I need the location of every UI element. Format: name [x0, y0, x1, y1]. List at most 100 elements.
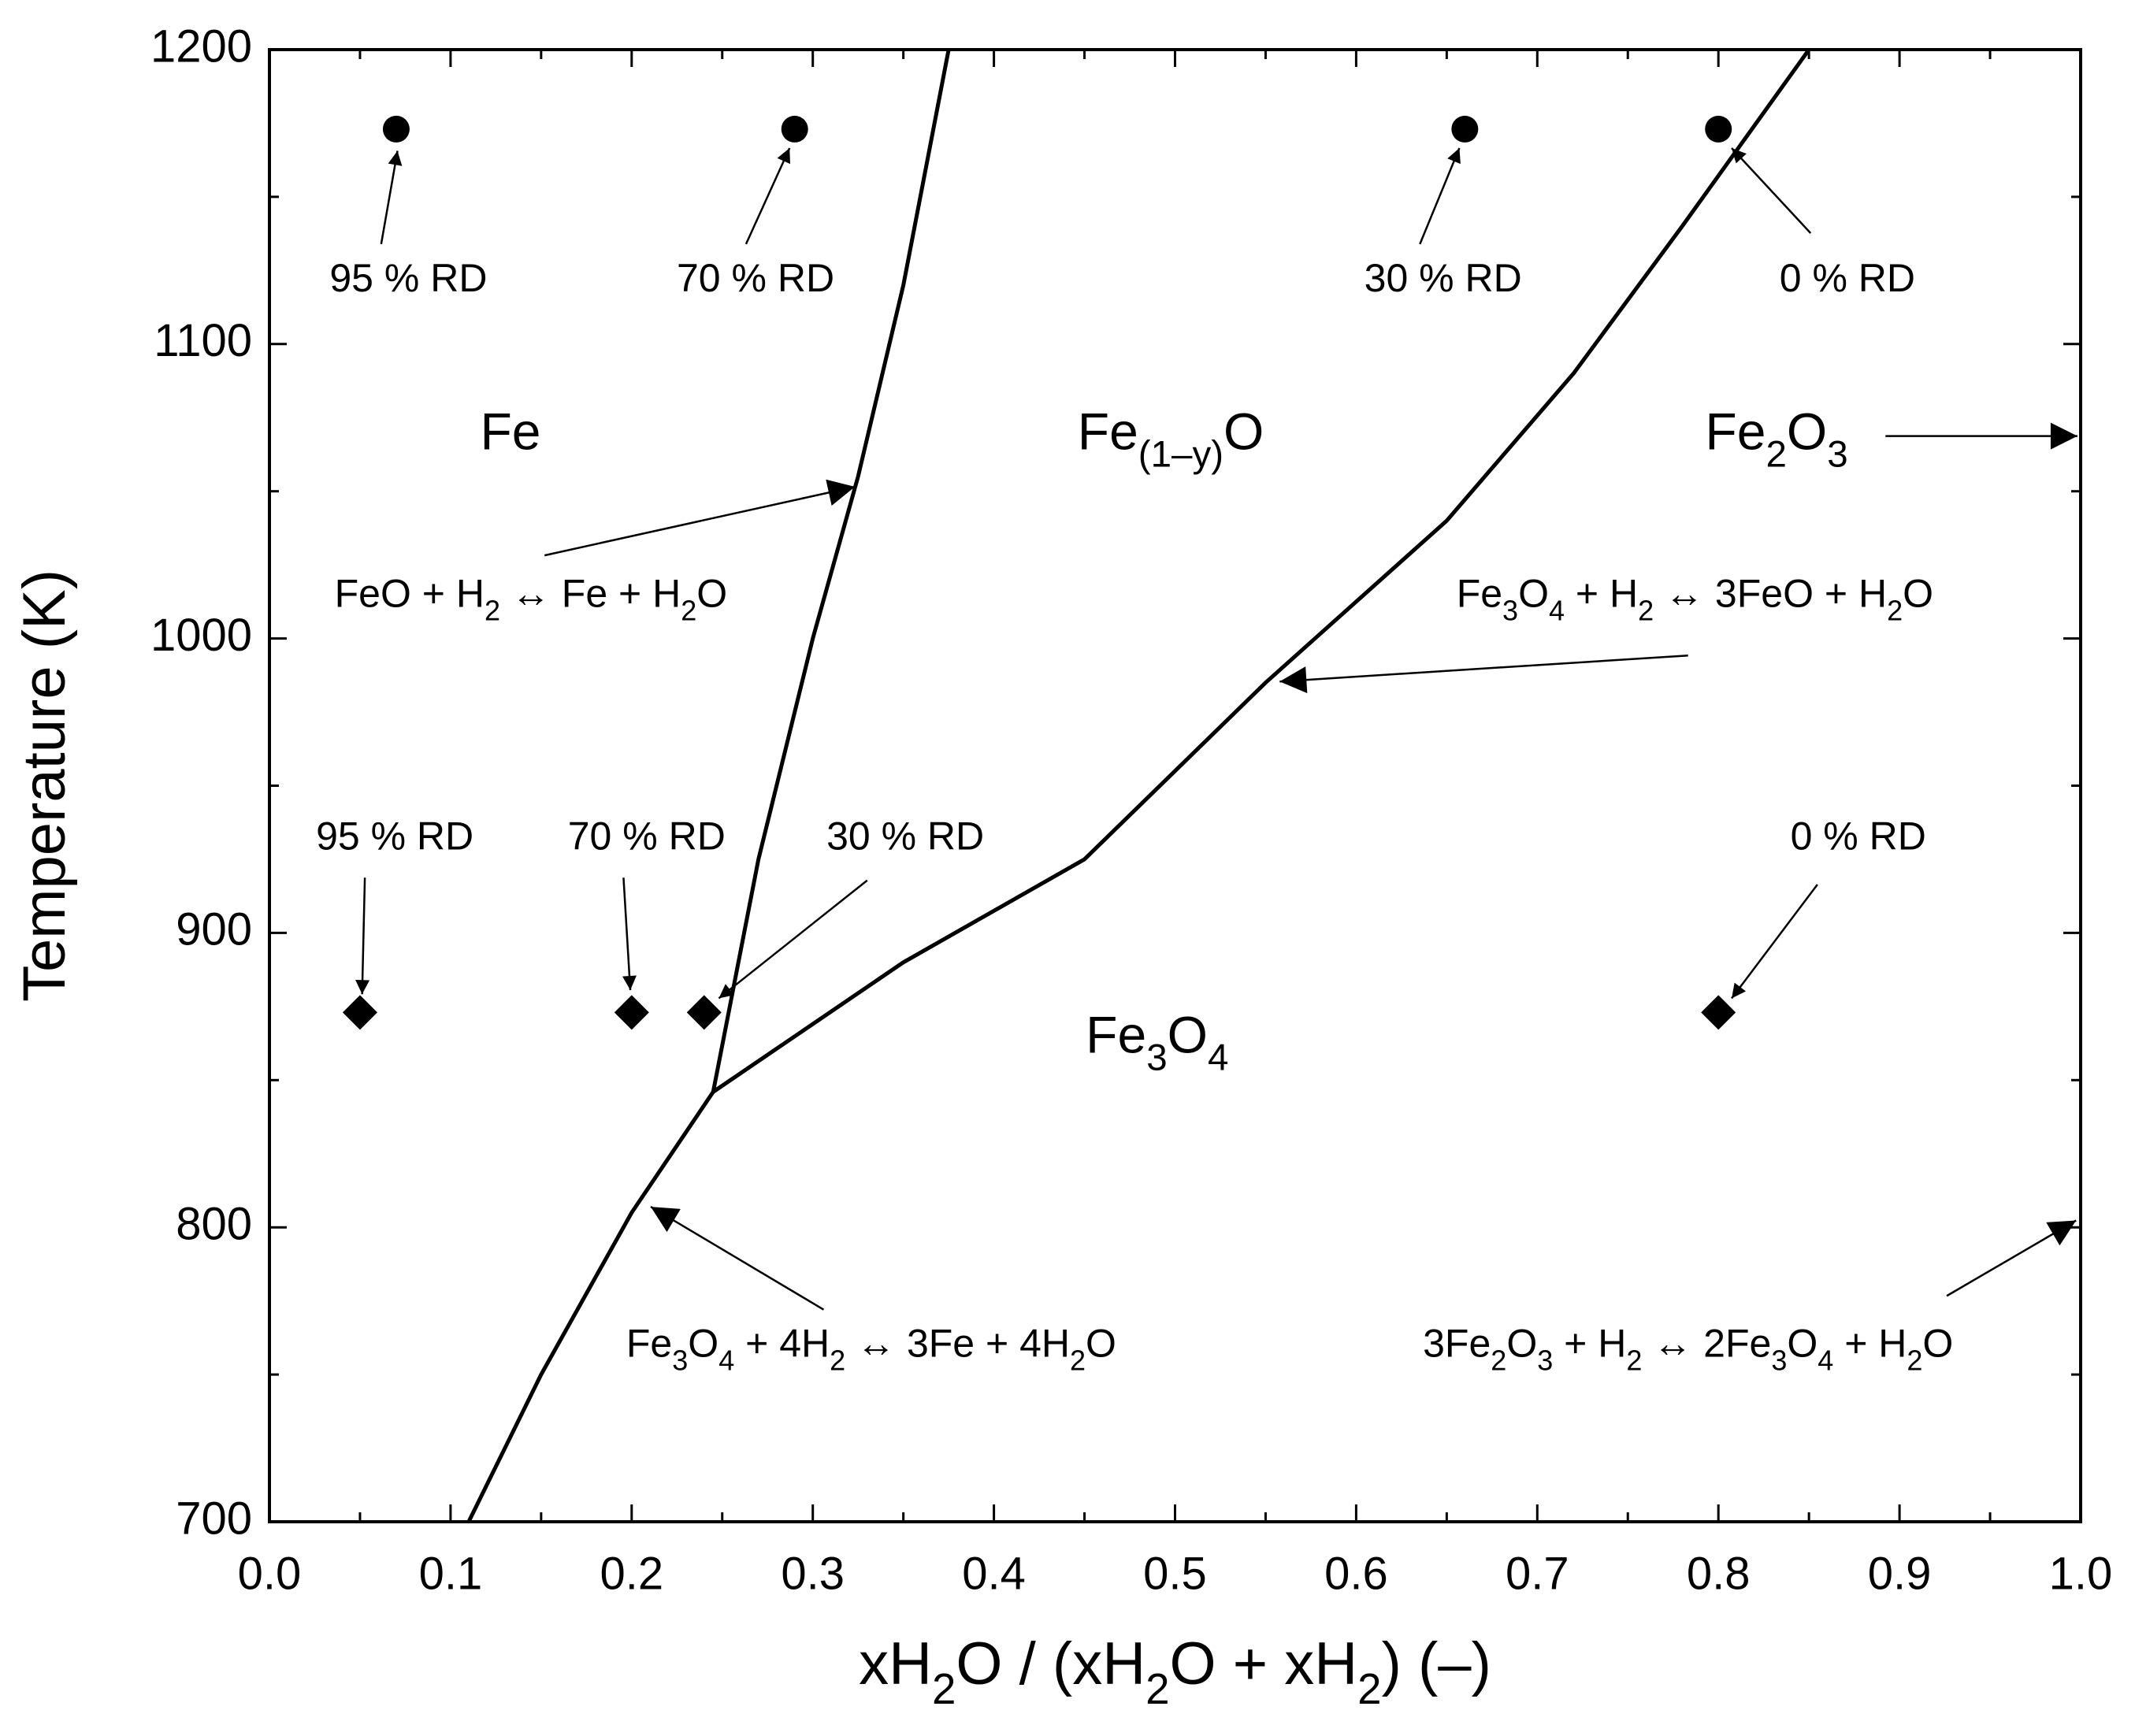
text-part: ) (–) [1382, 1630, 1491, 1697]
text-part: + H [1565, 572, 1638, 616]
annotation-arrow [650, 1206, 825, 1311]
annotation: 3Fe2O3 + H2 ↔ 2Fe3O4 + H2O [1423, 1322, 1953, 1377]
text-part: O [1518, 572, 1549, 616]
label-arrow [355, 877, 370, 995]
data-point [382, 115, 410, 143]
x-axis-title: xH2O / (xH2O + xH2) (–) [859, 1630, 1491, 1713]
data-point [1451, 115, 1479, 143]
text-part: 3 [1146, 1037, 1167, 1079]
y-tick-label: 700 [176, 1493, 252, 1544]
annotation: Fe(1–y)O [1078, 402, 1264, 476]
text-part: O [688, 1322, 718, 1366]
text-part: xH [859, 1630, 932, 1697]
point-label: 70 % RD [677, 256, 834, 300]
text-part: Fe [480, 402, 540, 461]
annotation: Fe3O4 + 4H2 ↔ 3Fe + 4H2O [626, 1322, 1116, 1377]
y-axis-title: Temperature (K) [11, 569, 78, 1002]
text-part: 2 [1887, 594, 1903, 626]
text-part: 4 [718, 1345, 734, 1377]
phase-boundary [711, 49, 951, 1092]
text-part: O + xH [1170, 1630, 1358, 1697]
x-tick-label: 0.5 [1143, 1548, 1207, 1599]
y-tick-label: 1200 [150, 20, 252, 72]
text-part: ↔ 2Fe [1642, 1322, 1771, 1366]
text-part: + 4H [734, 1322, 830, 1366]
data-point [1701, 995, 1736, 1030]
phase-boundary [466, 1090, 715, 1523]
text-part: 3 [1771, 1345, 1787, 1377]
text-part: O [1787, 1322, 1818, 1366]
text-part: 2 [485, 594, 500, 626]
annotation: Fe3O4 + H2 ↔ 3FeO + H2O [1457, 572, 1933, 627]
y-tick-label: 900 [176, 904, 252, 955]
text-part: 3 [1537, 1345, 1553, 1377]
annotation-arrow [1946, 1219, 2077, 1297]
text-part: Fe [1078, 402, 1138, 461]
x-tick-label: 0.6 [1324, 1548, 1388, 1599]
x-tick-label: 0.9 [1868, 1548, 1932, 1599]
label-arrow [1731, 147, 1812, 234]
text-part: Fe [1086, 1006, 1146, 1064]
text-part: ↔ 3FeO + H [1654, 572, 1887, 616]
text-part: O [1086, 1322, 1116, 1366]
text-part: 3Fe [1423, 1322, 1491, 1366]
text-part: 4 [1818, 1345, 1833, 1377]
label-arrow [718, 879, 868, 1000]
x-tick-label: 0.0 [238, 1548, 302, 1599]
text-part: Fe [1705, 402, 1766, 461]
x-tick-label: 0.1 [419, 1548, 483, 1599]
annotation-arrow [1279, 654, 1688, 694]
text-part: 2 [1357, 1664, 1381, 1713]
point-label: 70 % RD [568, 814, 726, 859]
label-arrow [1419, 147, 1461, 245]
text-part: O [1223, 402, 1264, 461]
text-part: 3 [1502, 594, 1518, 626]
text-part: (1–y) [1138, 434, 1223, 476]
annotation: Fe3O4 [1086, 1006, 1228, 1079]
text-part: 2 [1145, 1664, 1169, 1713]
text-part: 2 [1638, 594, 1654, 626]
text-part: O [1922, 1322, 1953, 1366]
text-part: 4 [1208, 1037, 1228, 1079]
text-part: 2 [1626, 1345, 1642, 1377]
label-arrow [744, 147, 791, 245]
text-part: 2 [1907, 1345, 1922, 1377]
data-point [686, 995, 722, 1030]
data-point [614, 995, 649, 1030]
data-point [781, 115, 808, 143]
data-point [1705, 115, 1732, 143]
label-arrow [380, 150, 403, 245]
label-arrow [622, 877, 637, 991]
text-part: 2 [681, 594, 696, 626]
text-part: O [1787, 402, 1827, 461]
text-part: O [1903, 572, 1933, 616]
text-part: O [696, 572, 727, 616]
text-part: 2 [932, 1664, 956, 1713]
text-part: 2 [1491, 1345, 1506, 1377]
annotation: Fe [480, 402, 540, 461]
y-tick-label: 800 [176, 1199, 252, 1250]
annotation-arrow [544, 479, 856, 557]
x-tick-label: 0.2 [600, 1548, 663, 1599]
text-part: Fe [626, 1322, 672, 1366]
x-tick-label: 0.4 [962, 1548, 1026, 1599]
text-part: FeO + H [335, 572, 485, 616]
text-part: 2 [830, 1345, 845, 1377]
annotation: FeO + H2 ↔ Fe + H2O [335, 572, 728, 627]
point-label: 95 % RD [316, 814, 473, 859]
x-tick-label: 0.8 [1687, 1548, 1751, 1599]
point-label: 30 % RD [826, 814, 984, 859]
text-part: + H [1553, 1322, 1626, 1366]
label-arrow [1731, 884, 1818, 1000]
text-part: 3 [1827, 434, 1847, 476]
point-label: 30 % RD [1365, 256, 1522, 300]
text-part: + H [1833, 1322, 1907, 1366]
text-part: 4 [1549, 594, 1565, 626]
point-label: 0 % RD [1780, 256, 1915, 300]
text-part: 3 [672, 1345, 688, 1377]
text-part: 2 [1766, 434, 1786, 476]
y-tick-label: 1100 [154, 315, 252, 366]
text-part: 2 [1070, 1345, 1086, 1377]
